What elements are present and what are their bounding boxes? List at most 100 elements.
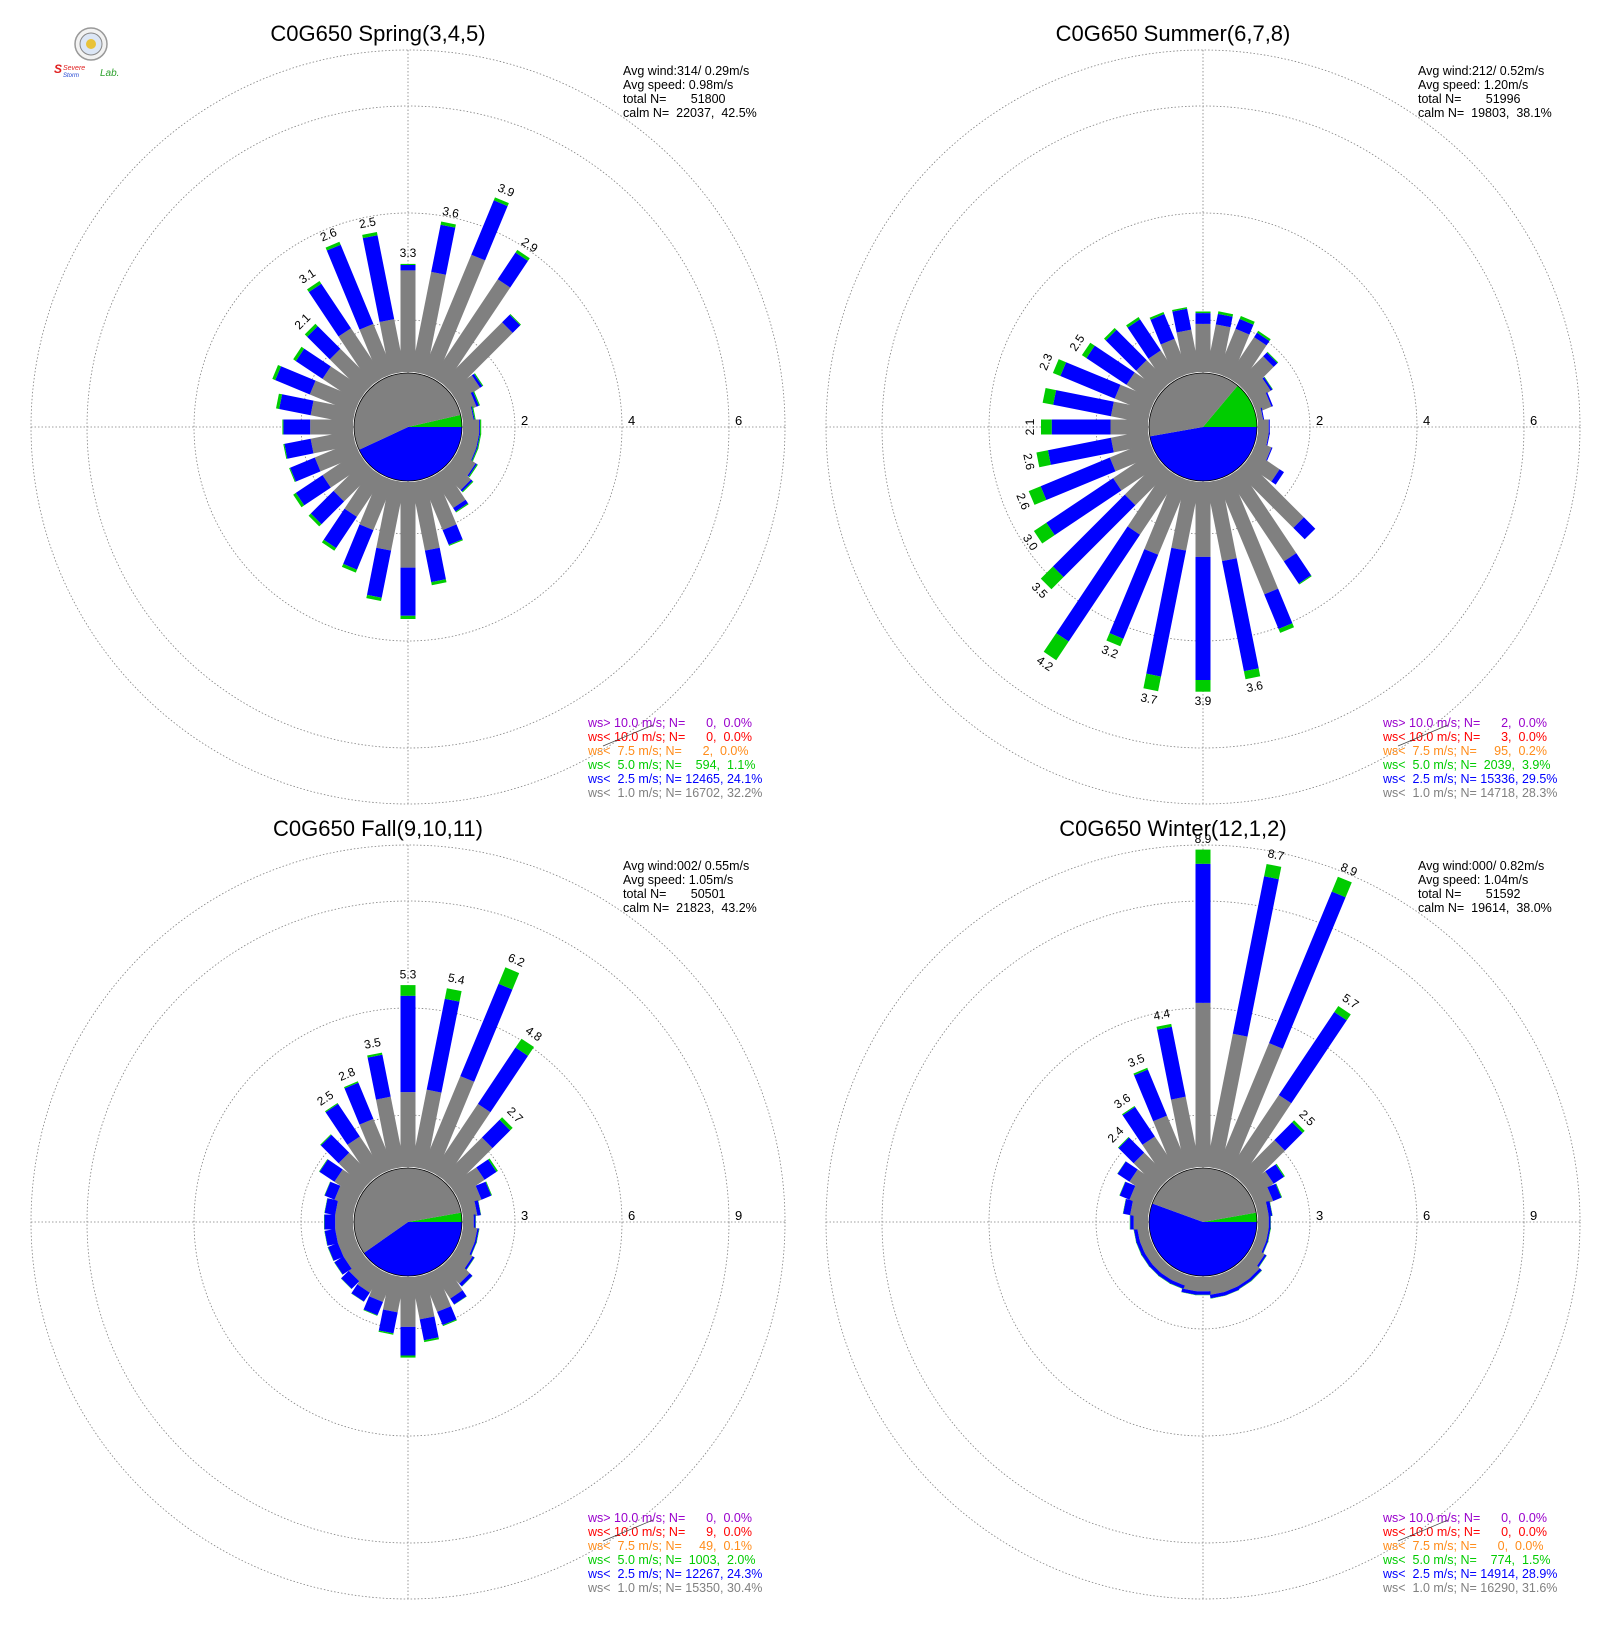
bar-ws-lt-5 — [1258, 1255, 1267, 1269]
bar-ws-lt-1 — [1258, 1214, 1269, 1230]
bar-ws-lt-2-5 — [1127, 319, 1161, 359]
bar-ws-lt-2-5 — [324, 1228, 338, 1246]
bar-ws-lt-2-5 — [378, 1309, 398, 1334]
bar-total-label: 3.6 — [1245, 678, 1264, 695]
bar-total-label: 2.7 — [504, 1104, 526, 1126]
bar-ws-lt-5 — [1334, 1006, 1351, 1021]
bar-ws-lt-2-5 — [1134, 1069, 1167, 1122]
severe-storm-lab-logo: S Severe Storm Lab. — [52, 26, 142, 82]
stats-line: Avg wind:314/ 0.29m/s — [623, 64, 749, 78]
bar-ws-lt-5 — [471, 447, 479, 462]
bar-ws-lt-5 — [1195, 680, 1211, 692]
legend-entry: ws> 10.0 m/s; N= 2, 0.0% — [1382, 716, 1547, 730]
bar-ws-lt-2-5 — [363, 1296, 383, 1316]
bar-ws-lt-1 — [432, 1263, 463, 1299]
bar-total-label: 3.2 — [1099, 642, 1120, 661]
bar-ws-lt-2-5 — [437, 1306, 457, 1326]
bar-ws-lt-1 — [1227, 1095, 1292, 1181]
bar-ws-lt-5 — [1195, 849, 1211, 864]
bar-ws-lt-1 — [1227, 337, 1267, 386]
legend-strike-mark — [1397, 724, 1449, 747]
bar-ws-lt-5 — [327, 1247, 334, 1261]
bar-ws-lt-1 — [449, 1167, 485, 1198]
ring-label: 6 — [735, 413, 742, 428]
bar-ws-lt-2-5 — [284, 438, 314, 459]
bar-ws-lt-1 — [1127, 468, 1179, 535]
bar-ws-lt-5 — [1267, 1227, 1271, 1243]
bar-ws-lt-1 — [1255, 1201, 1269, 1219]
calm-wedge-ws-lt-2-5 — [1149, 427, 1258, 482]
bar-ws-lt-2-5 — [471, 406, 475, 422]
bar-ws-lt-1 — [1110, 430, 1151, 453]
bar-ws-lt-1 — [1206, 1033, 1248, 1170]
bar-ws-lt-2-5 — [467, 463, 477, 477]
bar-ws-lt-1 — [329, 348, 375, 394]
bar-ws-lt-5 — [400, 263, 416, 265]
bar-ws-lt-1 — [432, 1103, 491, 1181]
bar-ws-lt-5 — [272, 365, 281, 381]
bar-ws-lt-2-5 — [473, 1214, 476, 1230]
bar-ws-lt-2-5 — [1141, 1252, 1153, 1267]
legend-entry: ws< 5.0 m/s; N= 2039, 3.9% — [1382, 758, 1550, 772]
bar-ws-lt-2-5 — [400, 995, 416, 1093]
bar-total-label: 3.3 — [400, 246, 417, 260]
bar-ws-lt-2-5 — [1117, 1161, 1138, 1182]
bar-ws-lt-2-5 — [1148, 1263, 1162, 1277]
bar-ws-lt-5 — [319, 1159, 328, 1172]
bar-ws-lt-2-5 — [419, 1316, 439, 1341]
bar-ws-lt-5 — [515, 249, 530, 261]
bar-ws-lt-5 — [400, 1355, 416, 1358]
bar-ws-lt-2-5 — [343, 524, 374, 570]
bar-ws-lt-5 — [1269, 1201, 1273, 1216]
bar-ws-lt-1 — [322, 451, 367, 488]
bar-ws-lt-1 — [1236, 356, 1274, 394]
ring-label: 2 — [1316, 413, 1323, 428]
bar-ws-lt-5 — [1262, 1240, 1269, 1255]
bar-ws-lt-1 — [460, 1201, 478, 1219]
bar-ws-lt-2-5 — [1195, 1291, 1211, 1295]
bar-ws-lt-1 — [338, 328, 384, 386]
bar-ws-lt-1 — [335, 1214, 353, 1230]
ring-label: 2 — [521, 413, 528, 428]
bar-ws-lt-1 — [1250, 392, 1272, 413]
bar-ws-lt-2-5 — [431, 224, 456, 275]
bar-ws-lt-1 — [449, 451, 476, 476]
bar-ws-lt-1 — [1206, 1274, 1225, 1295]
bar-ws-lt-5 — [304, 323, 318, 337]
bar-ws-lt-2-5 — [328, 1242, 344, 1261]
bar-ws-lt-1 — [455, 1185, 482, 1208]
stats-line: total N= 51996 — [1418, 92, 1521, 106]
bar-ws-lt-2-5 — [1056, 526, 1140, 642]
stats-line: calm N= 19614, 38.0% — [1418, 901, 1552, 915]
bar-ws-lt-5 — [1298, 575, 1312, 585]
bar-ws-lt-1 — [379, 319, 405, 375]
bar-ws-lt-2-5 — [344, 1082, 374, 1125]
bar-ws-lt-2-5 — [341, 1270, 360, 1289]
bar-ws-lt-2-5 — [1122, 1106, 1155, 1145]
bar-ws-lt-2-5 — [319, 1159, 343, 1182]
ring-label: 4 — [628, 413, 635, 428]
bar-ws-lt-2-5 — [400, 1326, 416, 1356]
bar-ws-lt-5 — [1217, 311, 1234, 317]
bar-ws-lt-1 — [422, 474, 457, 531]
bar-ws-lt-1 — [1195, 323, 1211, 372]
bar-ws-lt-5 — [1275, 1163, 1285, 1177]
legend-entry: ws< 5.0 m/s; N= 594, 1.1% — [587, 758, 755, 772]
stats-line: total N= 51592 — [1418, 887, 1521, 901]
legend-entry: ws< 2.5 m/s; N= 12465, 24.1% — [587, 772, 762, 786]
bar-ws-lt-2-5 — [1169, 1279, 1185, 1289]
bar-ws-lt-2-5 — [460, 983, 513, 1082]
bar-ws-lt-2-5 — [1157, 1026, 1186, 1100]
bar-ws-lt-5 — [1195, 311, 1211, 314]
bar-ws-lt-1 — [400, 1277, 416, 1327]
stats-line: Avg wind:212/ 0.52m/s — [1418, 64, 1544, 78]
bar-ws-lt-5 — [1172, 307, 1188, 312]
legend-entry: ws< 10.0 m/s; N= 3, 0.0% — [1382, 730, 1547, 744]
bar-ws-lt-2-5 — [469, 1241, 477, 1257]
bar-ws-lt-2-5 — [1274, 1122, 1303, 1151]
legend-entry: ws< 1.0 m/s; N= 16702, 32.2% — [587, 786, 762, 800]
bar-ws-lt-5 — [1081, 342, 1095, 359]
bar-ws-lt-5 — [478, 1200, 482, 1216]
bar-ws-lt-5 — [1278, 623, 1294, 633]
bar-ws-lt-5 — [466, 1257, 475, 1271]
